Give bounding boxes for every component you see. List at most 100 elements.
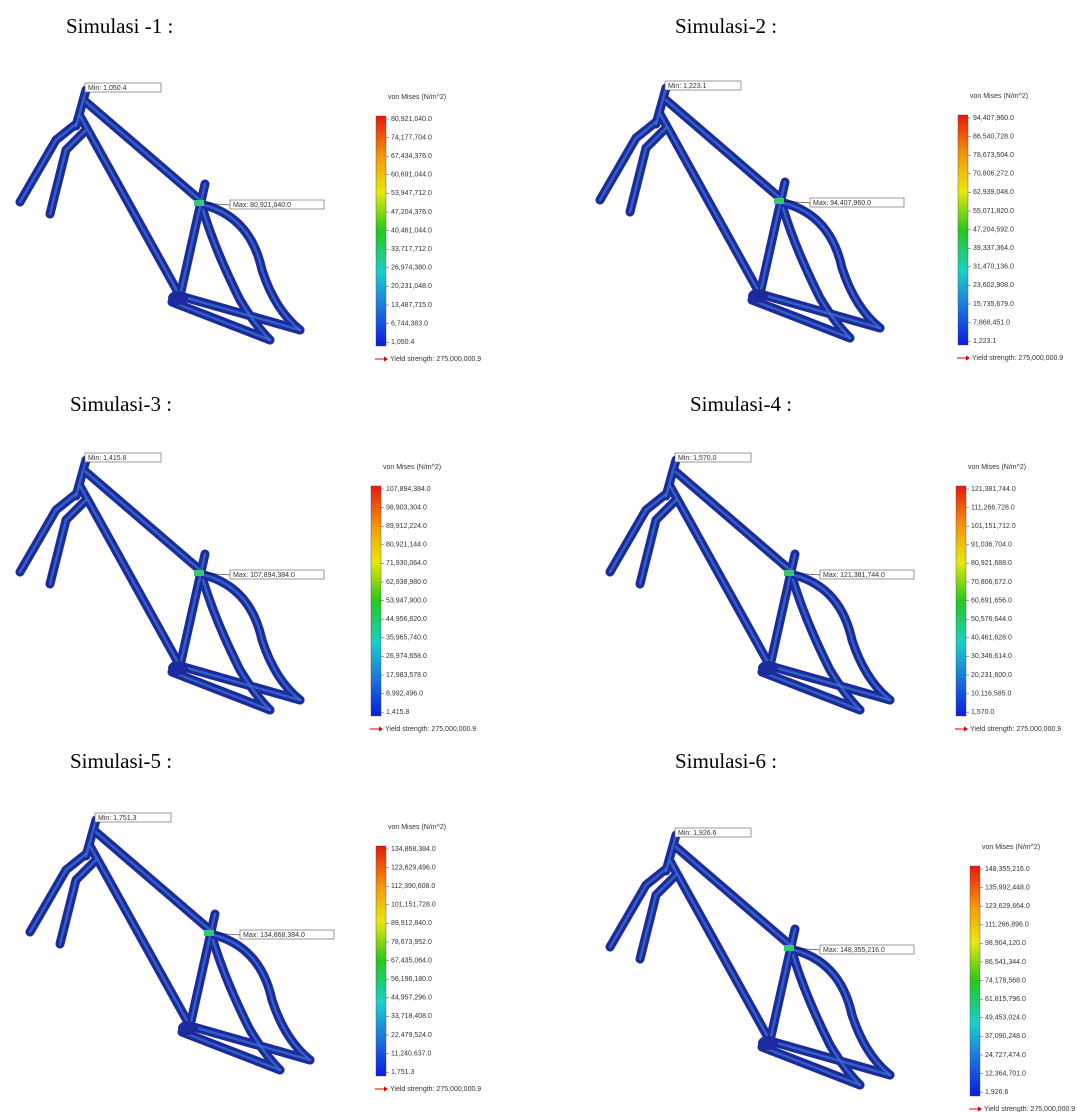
legend-title: von Mises (N/m^2) — [383, 464, 441, 471]
yield-arrowhead — [379, 727, 383, 732]
bottom-bracket — [748, 289, 768, 303]
color-bar — [958, 115, 968, 345]
legend-tick-label: 24,727,474.0 — [985, 1052, 1026, 1059]
panel-title: Simulasi-4 : — [690, 392, 792, 416]
min-label: Min: 1,415.8 — [88, 455, 127, 462]
legend-tick-label: 123,629,664.0 — [985, 903, 1030, 910]
legend-tick-label: 60,691,044.0 — [391, 172, 432, 179]
legend-tick-label: 86,540,728.0 — [973, 133, 1014, 140]
max-label: Max: 107,894,384.0 — [233, 572, 295, 579]
min-label: Min: 1,751.3 — [98, 815, 137, 822]
color-bar — [956, 486, 966, 716]
stress-hotspot — [194, 200, 204, 206]
legend-tick-label: 23,602,908.0 — [973, 282, 1014, 289]
max-label: Max: 134,868,384.0 — [243, 932, 305, 939]
color-bar — [376, 116, 386, 346]
legend-tick-label: 1,415.8 — [386, 709, 409, 716]
legend-tick-label: 98,903,304.0 — [386, 504, 427, 511]
stress-hotspot — [774, 198, 784, 204]
legend-tick-label: 20,231,600.0 — [971, 672, 1012, 679]
yield-arrowhead — [384, 1087, 388, 1092]
legend-tick-label: 1,050.4 — [391, 339, 414, 346]
yield-arrowhead — [384, 357, 388, 362]
legend-tick-label: 61,815,796.0 — [985, 996, 1026, 1003]
tube — [20, 124, 76, 202]
panel-title: Simulasi-6 : — [675, 749, 777, 773]
legend-tick-label: 1,751.3 — [391, 1069, 414, 1076]
stress-hotspot — [194, 570, 204, 576]
legend-tick-label: 70,806,272.0 — [973, 171, 1014, 178]
legend-tick-label: 17,983,578.0 — [386, 672, 427, 679]
legend-tick-label: 67,435,064.0 — [391, 957, 432, 964]
min-label: Min: 1,050.4 — [88, 85, 127, 92]
tube — [610, 494, 666, 572]
legend-tick-label: 89,912,224.0 — [386, 523, 427, 530]
bike-frame: Min: 1,415.8 Max: 107,894,384.0 — [20, 453, 324, 710]
legend-tick-label: 74,177,704.0 — [391, 134, 432, 141]
stress-hotspot — [784, 945, 794, 951]
tube — [610, 869, 666, 947]
bike-frame: Min: 1,223.1 Max: 94,407,960.0 — [600, 81, 904, 338]
legend-tick-label: 30,346,614.0 — [971, 653, 1012, 660]
yield-arrowhead — [966, 356, 970, 361]
legend-tick-label: 148,355,216.0 — [985, 866, 1030, 873]
max-label: Max: 148,355,216.0 — [823, 947, 885, 954]
legend-tick-label: 47,204,592.0 — [973, 226, 1014, 233]
legend-title: von Mises (N/m^2) — [388, 94, 446, 101]
yield-label: Yield strength: 275,000,000.9 — [972, 355, 1063, 362]
legend-tick-label: 31,470,136.0 — [973, 264, 1014, 271]
legend-tick-label: 40,461,628.0 — [971, 635, 1012, 642]
legend-tick-label: 53,947,712.0 — [391, 190, 432, 197]
tube — [600, 122, 656, 200]
legend-tick-label: 10,116,585.0 — [971, 690, 1011, 697]
legend-tick-label: 7,868,451.0 — [973, 319, 1010, 326]
legend-tick-label: 20,231,048.0 — [391, 283, 432, 290]
legend-tick-label: 1,926.6 — [985, 1089, 1008, 1096]
legend-tick-label: 1,570.0 — [971, 709, 994, 716]
yield-label: Yield strength: 275,000,000.9 — [390, 356, 481, 363]
legend-tick-label: 6,744,383.0 — [391, 320, 428, 327]
tube — [20, 494, 76, 572]
legend-tick-label: 60,691,656.0 — [971, 597, 1012, 604]
min-label: Min: 1,223.1 — [668, 83, 707, 90]
page: Simulasi -1 : Min: 1,050.4Max: 80,921,040… — [0, 0, 1077, 1112]
legend-tick-label: 94,407,960.0 — [973, 115, 1014, 122]
min-label: Min: 1,570.0 — [678, 455, 717, 462]
legend-tick-label: 134,868,384.0 — [391, 846, 436, 853]
legend-tick-label: 107,894,384.0 — [386, 486, 431, 493]
legend-tick-label: 26,974,658.0 — [386, 653, 427, 660]
yield-arrowhead — [964, 727, 968, 732]
panel-title: Simulasi-3 : — [70, 392, 172, 416]
legend-tick-label: 123,629,496.0 — [391, 864, 436, 871]
legend-title: von Mises (N/m^2) — [970, 93, 1028, 100]
legend-tick-label: 62,938,980.0 — [386, 579, 427, 586]
max-label: Max: 94,407,960.0 — [813, 200, 871, 207]
legend-tick-label: 15,735,679.0 — [973, 301, 1014, 308]
legend-tick-label: 50,576,644.0 — [971, 616, 1012, 623]
legend-tick-label: 44,956,820.0 — [386, 616, 427, 623]
stress-hotspot — [784, 570, 794, 576]
panel-title: Simulasi-5 : — [70, 749, 172, 773]
legend-tick-label: 47,204,376.0 — [391, 209, 432, 216]
panel-title: Simulasi -1 : — [66, 14, 173, 38]
legend-tick-label: 26,974,380.0 — [391, 265, 432, 272]
legend-tick-label: 89,912,840.0 — [391, 920, 432, 927]
yield-label: Yield strength: 275,000,000.9 — [984, 1106, 1075, 1112]
legend-tick-label: 56,196,180.0 — [391, 976, 432, 983]
legend-tick-label: 91,036,704.0 — [971, 542, 1012, 549]
color-bar — [376, 846, 386, 1076]
legend-tick-label: 55,071,820.0 — [973, 208, 1014, 215]
legend-tick-label: 101,151,712.0 — [971, 523, 1016, 530]
yield-label: Yield strength: 275,000,000.9 — [385, 726, 476, 733]
legend-tick-label: 98,904,120.0 — [985, 940, 1026, 947]
legend-tick-label: 37,090,248.0 — [985, 1033, 1026, 1040]
yield-label: Yield strength: 275,000,000.9 — [390, 1086, 481, 1093]
legend-title: von Mises (N/m^2) — [982, 844, 1040, 851]
legend-title: von Mises (N/m^2) — [388, 824, 446, 831]
bottom-bracket — [168, 291, 188, 305]
legend-tick-label: 135,992,448.0 — [985, 884, 1030, 891]
yield-arrowhead — [978, 1107, 982, 1112]
legend-tick-label: 62,939,048.0 — [973, 189, 1014, 196]
legend-tick-label: 33,717,712.0 — [391, 246, 432, 253]
